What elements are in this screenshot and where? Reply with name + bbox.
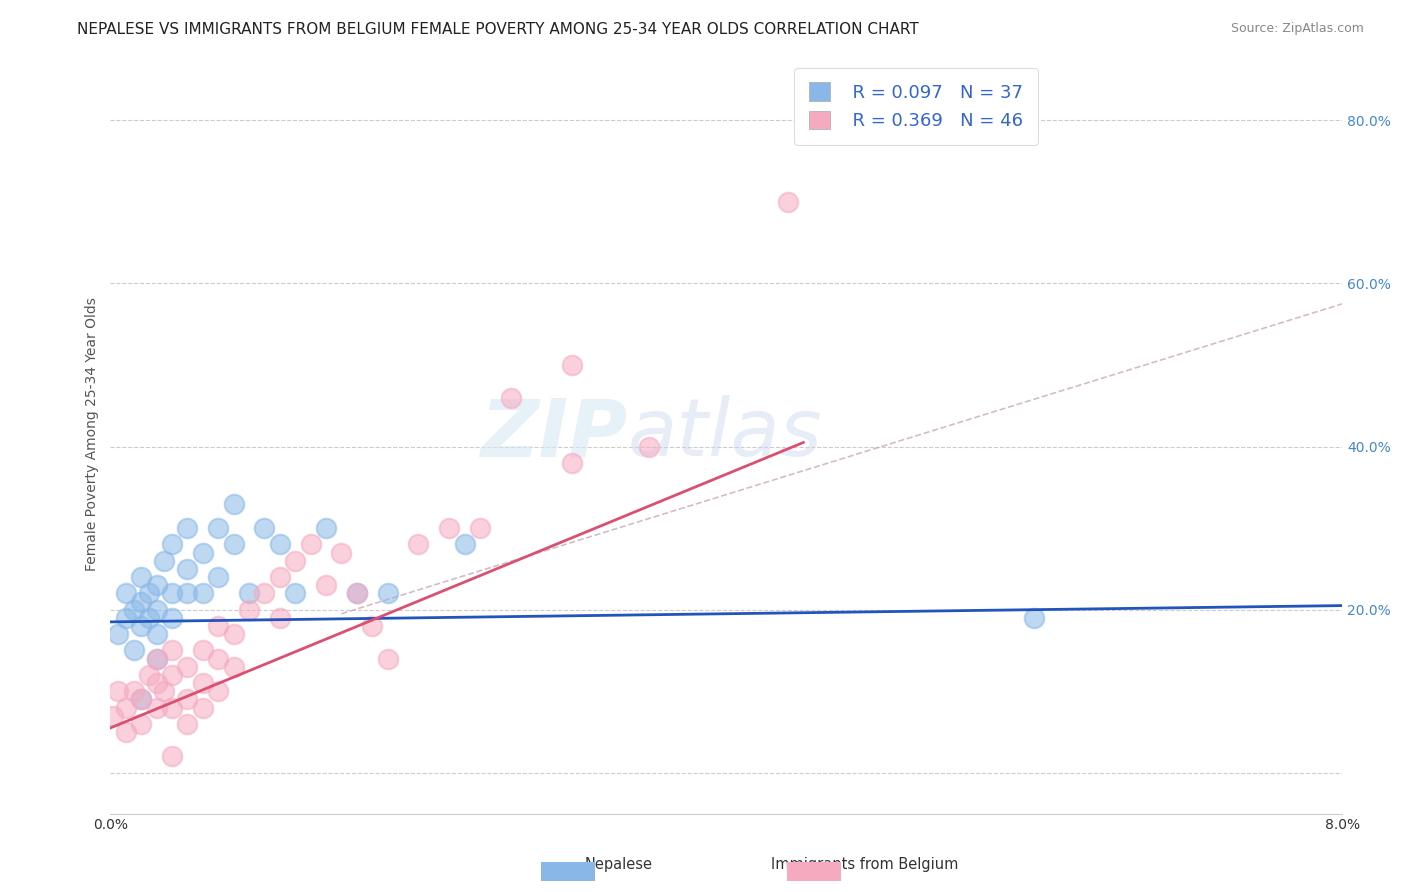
Point [138,611,160,625]
Point [129,594,152,608]
Point [129,692,152,706]
Point [437,521,460,535]
Point [153,684,176,698]
Point [638,440,661,454]
Point [315,521,337,535]
Point [176,692,198,706]
Point [408,537,430,551]
Point [776,194,799,209]
Point [145,651,167,665]
Point [453,537,475,551]
Point [160,537,183,551]
Point [284,586,307,600]
Point [361,619,384,633]
Point [191,643,214,657]
Point [160,700,183,714]
Point [499,391,522,405]
Point [176,586,198,600]
Point [561,456,583,470]
Point [222,537,245,551]
Point [207,521,229,535]
Point [269,611,291,625]
Point [269,537,291,551]
Point [561,358,583,372]
Y-axis label: Female Poverty Among 25-34 Year Olds: Female Poverty Among 25-34 Year Olds [86,297,100,571]
Point [145,700,167,714]
Point [207,684,229,698]
Point [191,700,214,714]
Point [122,684,145,698]
Point [145,651,167,665]
Point [315,578,337,592]
Point [122,602,145,616]
Point [145,578,167,592]
Point [114,700,136,714]
Point [103,708,125,723]
Point [107,627,129,641]
Point [330,545,353,559]
Point [299,537,322,551]
Point [346,586,368,600]
Point [176,521,198,535]
Point [191,586,214,600]
Point [207,651,229,665]
Point [468,521,491,535]
Point [222,659,245,673]
Point [176,562,198,576]
Point [138,586,160,600]
Point [145,676,167,690]
Point [176,716,198,731]
Point [238,602,260,616]
Point [114,611,136,625]
Point [145,627,167,641]
Text: atlas: atlas [628,395,823,474]
Point [114,586,136,600]
Point [253,521,276,535]
Point [129,716,152,731]
Text: NEPALESE VS IMMIGRANTS FROM BELGIUM FEMALE POVERTY AMONG 25-34 YEAR OLDS CORRELA: NEPALESE VS IMMIGRANTS FROM BELGIUM FEMA… [77,22,920,37]
Point [222,497,245,511]
Point [160,668,183,682]
Point [122,643,145,657]
Point [207,619,229,633]
Point [160,749,183,764]
Point [145,602,167,616]
Point [138,668,160,682]
Point [377,651,399,665]
Point [191,676,214,690]
Point [160,586,183,600]
Point [377,586,399,600]
Point [269,570,291,584]
Point [346,586,368,600]
Point [129,692,152,706]
Point [207,570,229,584]
Point [1024,611,1046,625]
Point [129,570,152,584]
Point [160,611,183,625]
Point [284,554,307,568]
Point [114,725,136,739]
Point [129,619,152,633]
Point [238,586,260,600]
Point [160,643,183,657]
Point [253,586,276,600]
Legend:   R = 0.097   N = 37,   R = 0.369   N = 46: R = 0.097 N = 37, R = 0.369 N = 46 [794,68,1038,145]
Point [107,684,129,698]
Text: Immigrants from Belgium: Immigrants from Belgium [770,857,959,872]
Point [153,554,176,568]
Point [176,659,198,673]
Point [191,545,214,559]
Text: Nepalese: Nepalese [585,857,652,872]
Point [222,627,245,641]
Text: ZIP: ZIP [481,395,628,474]
Text: Source: ZipAtlas.com: Source: ZipAtlas.com [1230,22,1364,36]
